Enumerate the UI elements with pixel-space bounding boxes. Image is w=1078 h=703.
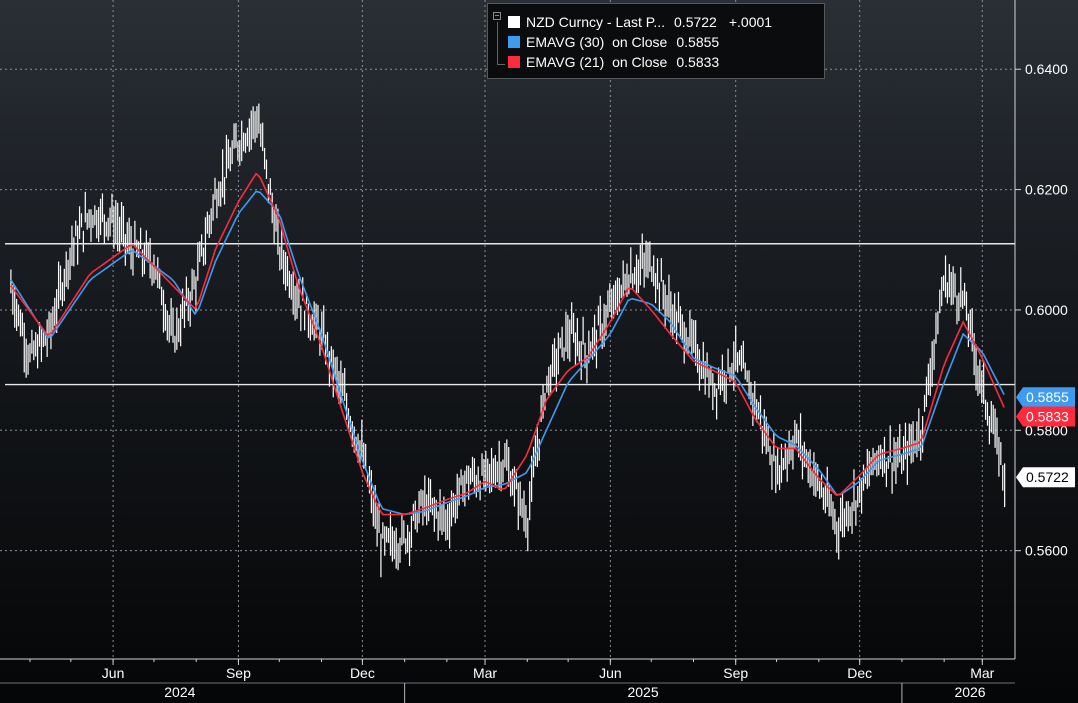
price-tag-text: 0.5833 bbox=[1026, 408, 1069, 424]
price-tag-text: 0.5722 bbox=[1026, 469, 1069, 485]
ema30-line bbox=[10, 190, 1005, 516]
legend-swatch-ema30 bbox=[508, 36, 520, 48]
horizontal-lines bbox=[5, 243, 1015, 386]
legend-label: EMAVG (30) on Close bbox=[526, 34, 668, 50]
legend-row-ema21[interactable]: EMAVG (21) on Close 0.5833 bbox=[508, 52, 719, 72]
x-tick-label: Jun bbox=[102, 665, 125, 681]
x-tick-label: Dec bbox=[350, 665, 375, 681]
x-tick-label: Jun bbox=[599, 665, 622, 681]
legend-label: EMAVG (21) on Close bbox=[526, 54, 668, 70]
y-tick-label: 0.6400 bbox=[1025, 61, 1068, 77]
year-label: 2025 bbox=[627, 684, 658, 700]
legend-change: +.0001 bbox=[728, 14, 773, 30]
ema21-line bbox=[10, 172, 1005, 516]
y-tick-label: 0.6200 bbox=[1025, 182, 1068, 198]
x-tick-label: Sep bbox=[226, 665, 251, 681]
legend-swatch-ema21 bbox=[508, 56, 520, 68]
x-tick-label: Dec bbox=[847, 665, 872, 681]
legend: NZD Curncy - Last P... 0.5722 +.0001 EMAVG… bbox=[487, 3, 825, 79]
ema-series bbox=[10, 172, 1005, 516]
year-label: 2026 bbox=[954, 684, 985, 700]
price-tag: 0.5722 bbox=[1016, 467, 1075, 488]
price-tag-bg bbox=[1016, 467, 1075, 488]
x-tick-label: Mar bbox=[473, 665, 497, 681]
x-tick-label: Mar bbox=[970, 665, 994, 681]
price-tags: 0.5855 0.5833 0.5722 bbox=[1016, 387, 1075, 488]
price-tag-text: 0.5855 bbox=[1026, 389, 1069, 405]
legend-row-price[interactable]: NZD Curncy - Last P... 0.5722 +.0001 bbox=[508, 12, 772, 32]
grid bbox=[0, 0, 1015, 659]
price-tag-bg bbox=[1016, 406, 1075, 427]
collapse-icon[interactable] bbox=[493, 12, 501, 20]
legend-value: 0.5833 bbox=[676, 54, 720, 70]
tree-line bbox=[497, 64, 505, 65]
legend-row-ema30[interactable]: EMAVG (30) on Close 0.5855 bbox=[508, 32, 719, 52]
legend-swatch-price bbox=[508, 16, 520, 28]
legend-value: 0.5855 bbox=[676, 34, 720, 50]
x-tick-label: Sep bbox=[723, 665, 748, 681]
tree-line bbox=[497, 22, 498, 64]
price-tag: 0.5855 bbox=[1016, 387, 1075, 408]
price-series bbox=[10, 103, 1006, 578]
legend-label: NZD Curncy - Last P... bbox=[526, 14, 666, 30]
price-tag: 0.5833 bbox=[1016, 406, 1075, 427]
price-tag-bg bbox=[1016, 387, 1075, 408]
y-tick-label: 0.6000 bbox=[1025, 302, 1068, 318]
legend-value: 0.5722 bbox=[674, 14, 717, 30]
y-tick-label: 0.5600 bbox=[1025, 543, 1068, 559]
year-label: 2024 bbox=[164, 684, 195, 700]
